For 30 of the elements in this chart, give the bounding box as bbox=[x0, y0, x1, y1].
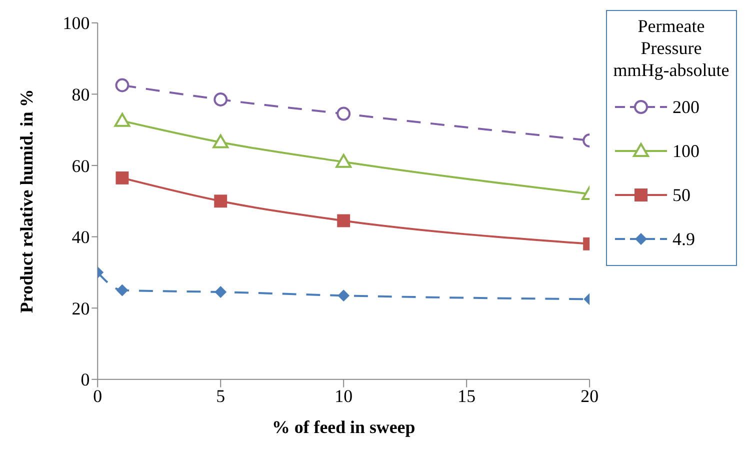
legend-label: 100 bbox=[672, 140, 700, 162]
y-tick-label: 80 bbox=[72, 84, 90, 105]
point bbox=[214, 194, 228, 208]
point bbox=[116, 171, 129, 184]
point bbox=[336, 154, 352, 168]
point bbox=[214, 92, 228, 106]
point bbox=[214, 286, 227, 298]
legend-label: 4.9 bbox=[672, 228, 695, 250]
x-tick-label: 20 bbox=[580, 386, 599, 406]
point bbox=[336, 106, 351, 121]
point bbox=[114, 112, 130, 127]
x-tick-label: 5 bbox=[216, 386, 226, 406]
point bbox=[115, 78, 130, 92]
y-tick-label: 40 bbox=[72, 227, 90, 248]
legend-label: 200 bbox=[672, 96, 700, 118]
x-tick-label: 15 bbox=[458, 386, 476, 406]
x-tick-label: 0 bbox=[93, 386, 102, 406]
point bbox=[337, 214, 350, 228]
point bbox=[116, 284, 128, 296]
y-axis-title: Product relative humid. in % bbox=[16, 89, 36, 313]
y-tick-label: 100 bbox=[62, 13, 90, 34]
y-tick-label: 20 bbox=[72, 298, 90, 318]
x-tick-label: 10 bbox=[334, 386, 353, 406]
point bbox=[338, 290, 350, 302]
y-tick-label: 60 bbox=[72, 156, 90, 176]
point bbox=[212, 134, 229, 148]
y-tick-label: 0 bbox=[80, 370, 90, 390]
legend-title: Permeate Pressure mmHg-absolute bbox=[612, 15, 730, 81]
legend-label: 50 bbox=[672, 184, 690, 206]
x-axis-title: % of feed in sweep bbox=[272, 417, 416, 438]
